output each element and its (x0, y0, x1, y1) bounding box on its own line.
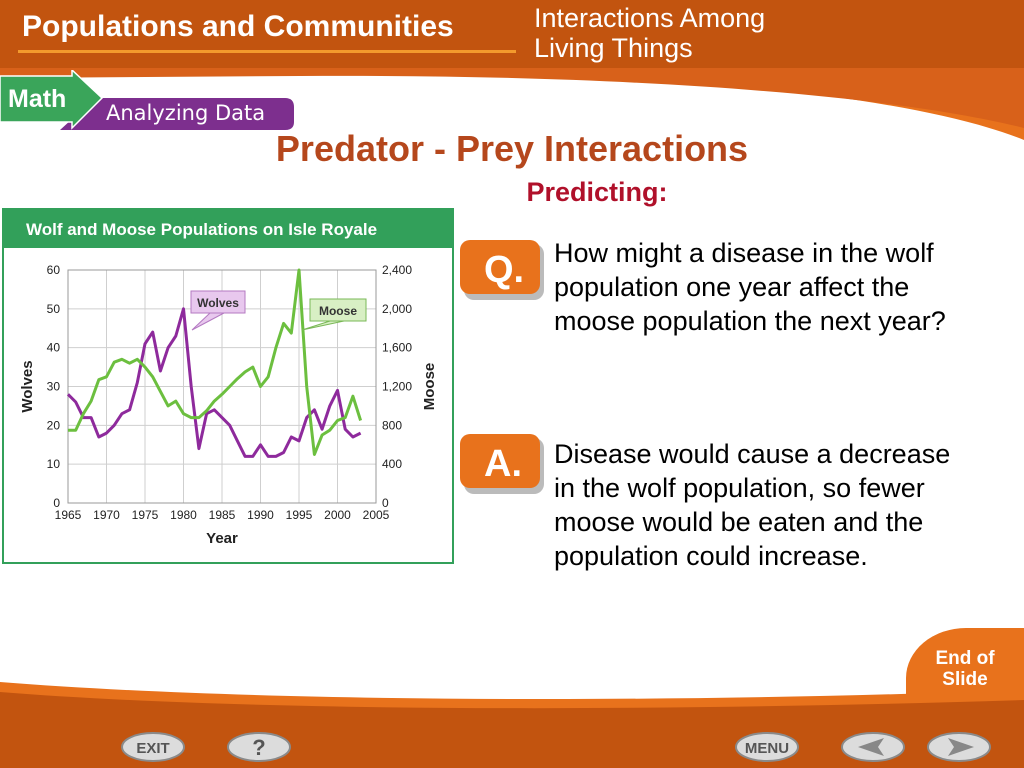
x-tick-label: 1970 (93, 508, 120, 522)
y-right-tick-label: 800 (382, 418, 402, 432)
question-text: How might a disease in the wolf populati… (554, 238, 946, 336)
y-right-tick-label: 1,600 (382, 341, 412, 355)
chart-panel: Wolf and Moose Populations on Isle Royal… (2, 208, 454, 564)
series-line-wolves (66, 307, 362, 458)
slide-subtitle: Predicting: (526, 177, 668, 207)
next-button[interactable] (926, 730, 992, 764)
header-subtitle-line2: Living Things (534, 33, 693, 63)
answer-badge-label: A. (484, 443, 522, 485)
math-analyzing-badge: Math Analyzing Data (0, 70, 294, 130)
y-left-tick-label: 30 (47, 380, 61, 394)
x-tick-label: 1965 (55, 508, 82, 522)
chart-grid (67, 269, 377, 504)
exit-button[interactable]: EXIT (120, 730, 186, 764)
previous-button[interactable] (840, 730, 906, 764)
header-bar: Populations and Communities Interactions… (0, 0, 1024, 68)
chart-ticks: 1965 1970 1975 1980 1985 1990 1995 2000 20050102… (47, 263, 413, 522)
help-button[interactable]: ? (226, 730, 292, 764)
slide-title: Predator - Prey Interactions (275, 128, 749, 169)
wolves-callout-tail (191, 312, 225, 331)
moose-callout-box (309, 298, 367, 322)
y-left-tick-label: 50 (47, 302, 61, 316)
y-left-tick-label: 10 (47, 457, 61, 471)
series-line-moose (68, 268, 363, 456)
header-title: Populations and Communities (22, 10, 454, 43)
end-of-slide-label: End of Slide (935, 648, 995, 690)
y-right-tick-label: 2,000 (382, 302, 412, 316)
y-left-tick-label: 0 (53, 496, 60, 510)
x-tick-label: 2005 (363, 508, 390, 522)
y-left-tick-label: 20 (47, 418, 61, 432)
chart-axis-labels: Year Wolves Moose (19, 360, 438, 547)
arrow-right-icon (948, 738, 974, 756)
y-left-tick-label: 40 (47, 341, 61, 355)
header-subtitle-line1: Interactions Among (534, 3, 766, 33)
y-right-tick-label: 0 (382, 496, 389, 510)
x-tick-label: 1975 (132, 508, 159, 522)
moose-callout-label: Moose (319, 304, 357, 318)
chart-series (66, 268, 363, 458)
x-tick-label: 1995 (286, 508, 313, 522)
question-badge: Q. (460, 240, 544, 300)
y-right-tick-label: 400 (382, 457, 402, 471)
x-tick-label: 2000 (324, 508, 351, 522)
wolves-callout-label: Wolves (197, 296, 239, 310)
plot-frame (67, 269, 377, 504)
math-label: Math (8, 85, 66, 113)
help-button-label: ? (252, 735, 265, 760)
y-right-tick-label: 2,400 (382, 263, 412, 277)
x-tick-label: 1980 (170, 508, 197, 522)
y-axis-left-label: Wolves (19, 360, 36, 412)
analyzing-data-tab (60, 98, 294, 130)
arrow-left-icon (858, 738, 884, 756)
header-subtitle: Interactions Among Living Things (534, 3, 765, 63)
x-tick-label: 1990 (247, 508, 274, 522)
chart-title: Wolf and Moose Populations on Isle Royal… (4, 210, 452, 248)
x-axis-label: Year (206, 530, 238, 547)
header-rule (18, 50, 516, 53)
menu-button[interactable]: MENU (734, 730, 800, 764)
line-chart: 1965 1970 1975 1980 1985 1990 1995 2000 20050102… (19, 263, 438, 547)
y-left-tick-label: 60 (47, 263, 61, 277)
math-arrow (0, 70, 104, 130)
answer-badge: A. (460, 434, 544, 494)
y-axis-right-label: Moose (421, 363, 438, 411)
menu-button-label: MENU (745, 740, 789, 757)
x-tick-label: 1985 (209, 508, 236, 522)
question-badge-label: Q. (484, 249, 524, 291)
exit-button-label: EXIT (136, 740, 169, 757)
wolves-callout: Wolves (190, 290, 246, 331)
wolves-callout-box (190, 290, 246, 314)
header-swoosh (0, 60, 1024, 140)
chart-callouts: Wolves Moose (190, 290, 367, 331)
analyzing-data-label: Analyzing Data (106, 101, 265, 125)
moose-callout: Moose (301, 298, 367, 331)
y-right-tick-label: 1,200 (382, 380, 412, 394)
answer-text: Disease would cause a decrease in the wo… (554, 439, 951, 571)
